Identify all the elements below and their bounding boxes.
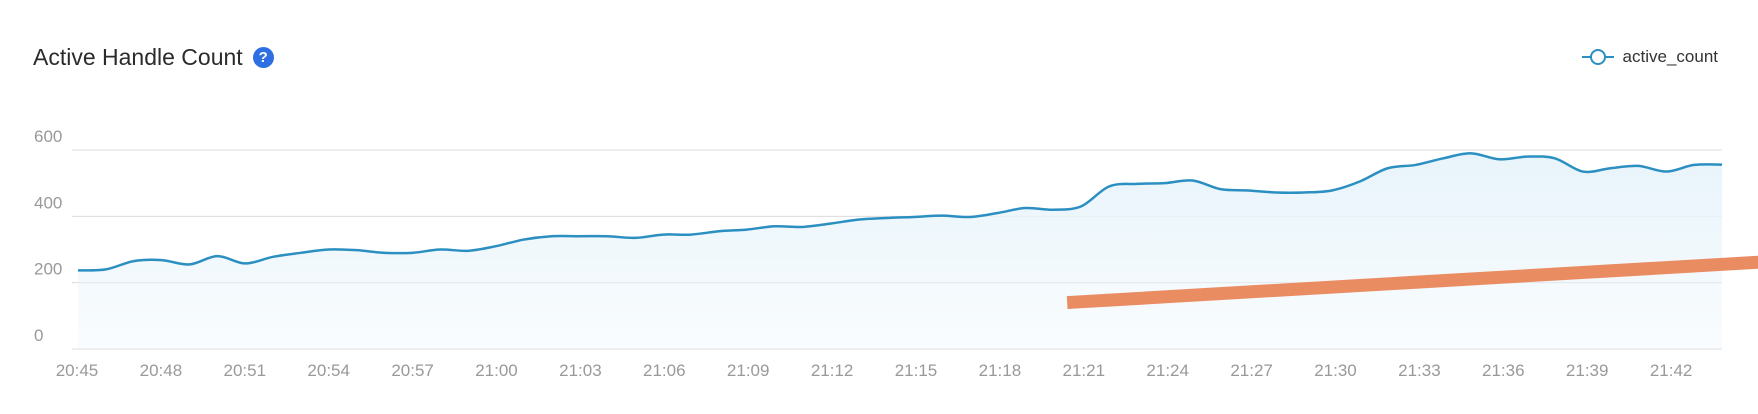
annotations: [1066, 255, 1758, 310]
x-tick-label: 21:00: [475, 361, 518, 380]
x-axis-ticks: 20:45 20:48 20:51 20:54 20:57 21:00 21:03 21:06…: [56, 361, 1693, 380]
x-tick-label: 21:18: [979, 361, 1022, 380]
x-tick-label: 20:48: [140, 361, 183, 380]
y-axis-ticks: 0 200 400 600: [34, 127, 62, 345]
legend-item-active-count[interactable]: active_count: [1581, 47, 1718, 67]
y-tick-label: 200: [34, 260, 62, 279]
trend-arrow: [1066, 255, 1758, 310]
x-tick-label: 21:30: [1314, 361, 1357, 380]
x-tick-label: 20:54: [307, 361, 350, 380]
x-tick-label: 20:51: [224, 361, 267, 380]
x-tick-label: 21:15: [895, 361, 938, 380]
x-tick-label: 20:45: [56, 361, 99, 380]
x-tick-label: 21:36: [1482, 361, 1525, 380]
x-tick-label: 21:09: [727, 361, 770, 380]
x-tick-label: 21:27: [1230, 361, 1273, 380]
chart-header: Active Handle Count ?: [33, 44, 274, 71]
line-circle-icon: [1581, 49, 1614, 65]
x-tick-label: 21:33: [1398, 361, 1441, 380]
x-tick-label: 21:24: [1146, 361, 1189, 380]
y-tick-label: 0: [34, 326, 43, 345]
x-tick-label: 21:42: [1650, 361, 1693, 380]
legend-label: active_count: [1622, 47, 1718, 66]
question-circle-icon[interactable]: ?: [252, 47, 274, 68]
x-tick-label: 21:21: [1063, 361, 1106, 380]
series-line-active-count: [77, 152, 1723, 272]
chart-title: Active Handle Count: [33, 44, 243, 70]
x-tick-label: 21:39: [1566, 361, 1609, 380]
x-tick-label: 21:06: [643, 361, 686, 380]
series-area-active-count: [78, 153, 1722, 349]
x-tick-label: 21:03: [559, 361, 602, 380]
x-tick-label: 20:57: [391, 361, 434, 380]
x-tick-label: 21:12: [811, 361, 854, 380]
y-tick-label: 400: [34, 193, 62, 212]
y-tick-label: 600: [34, 127, 62, 146]
